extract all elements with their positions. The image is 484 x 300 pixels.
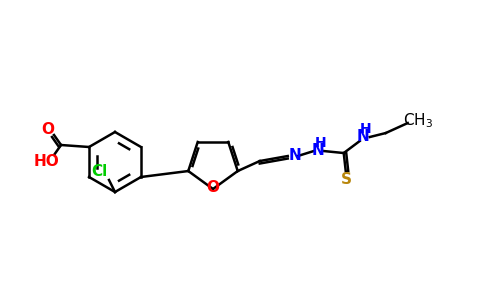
Text: HO: HO [33,154,59,169]
Text: H: H [315,136,327,150]
Text: S: S [341,172,352,187]
Text: N: N [311,142,324,158]
Text: Cl: Cl [91,164,107,179]
Text: O: O [207,179,220,194]
Text: O: O [42,122,55,136]
Text: N: N [356,128,369,143]
Text: CH$_3$: CH$_3$ [403,112,433,130]
Text: H: H [360,122,372,136]
Text: N: N [288,148,301,163]
